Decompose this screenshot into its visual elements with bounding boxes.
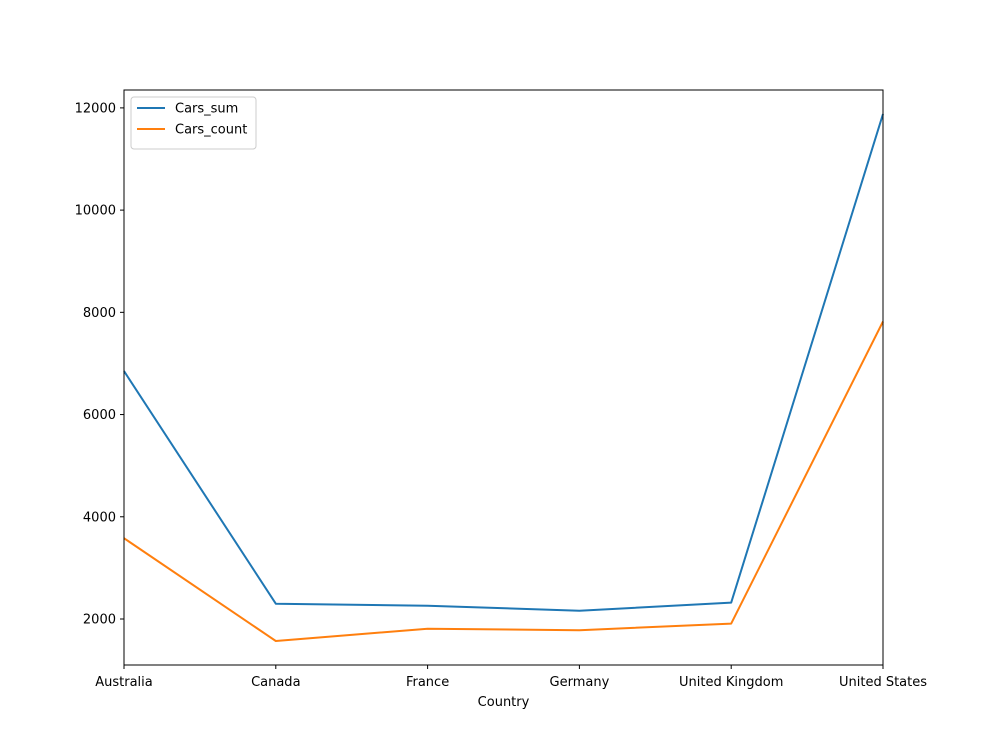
y-tick-label: 10000	[75, 204, 116, 219]
legend-box	[130, 96, 257, 150]
x-axis: Australia Canada France Germany United Kingd…	[95, 665, 927, 690]
legend-label-cars-count: Cars_count	[175, 123, 247, 138]
x-tick-label: United States	[839, 675, 927, 690]
x-tick-label: Australia	[95, 675, 153, 690]
series-layer	[123, 113, 884, 642]
y-tick-label: 2000	[83, 613, 116, 628]
plot-area-frame	[123, 89, 884, 666]
series-line-cars-sum	[123, 113, 884, 612]
x-axis-label: Country	[478, 695, 530, 710]
y-axis: 2000 4000 6000 8000 10000 12000	[75, 101, 124, 628]
x-tick-label: France	[406, 675, 449, 690]
y-tick-label: 12000	[75, 101, 116, 116]
x-tick-label: Germany	[550, 675, 610, 690]
legend: Cars_sum Cars_count	[130, 96, 257, 150]
series-line-cars-count	[123, 321, 884, 642]
y-tick-label: 4000	[83, 510, 116, 525]
x-tick-label: United Kingdom	[679, 675, 783, 690]
y-tick-label: 8000	[83, 306, 116, 321]
legend-label-cars-sum: Cars_sum	[175, 102, 238, 117]
x-tick-label: Canada	[251, 675, 300, 690]
y-tick-label: 6000	[83, 408, 116, 423]
